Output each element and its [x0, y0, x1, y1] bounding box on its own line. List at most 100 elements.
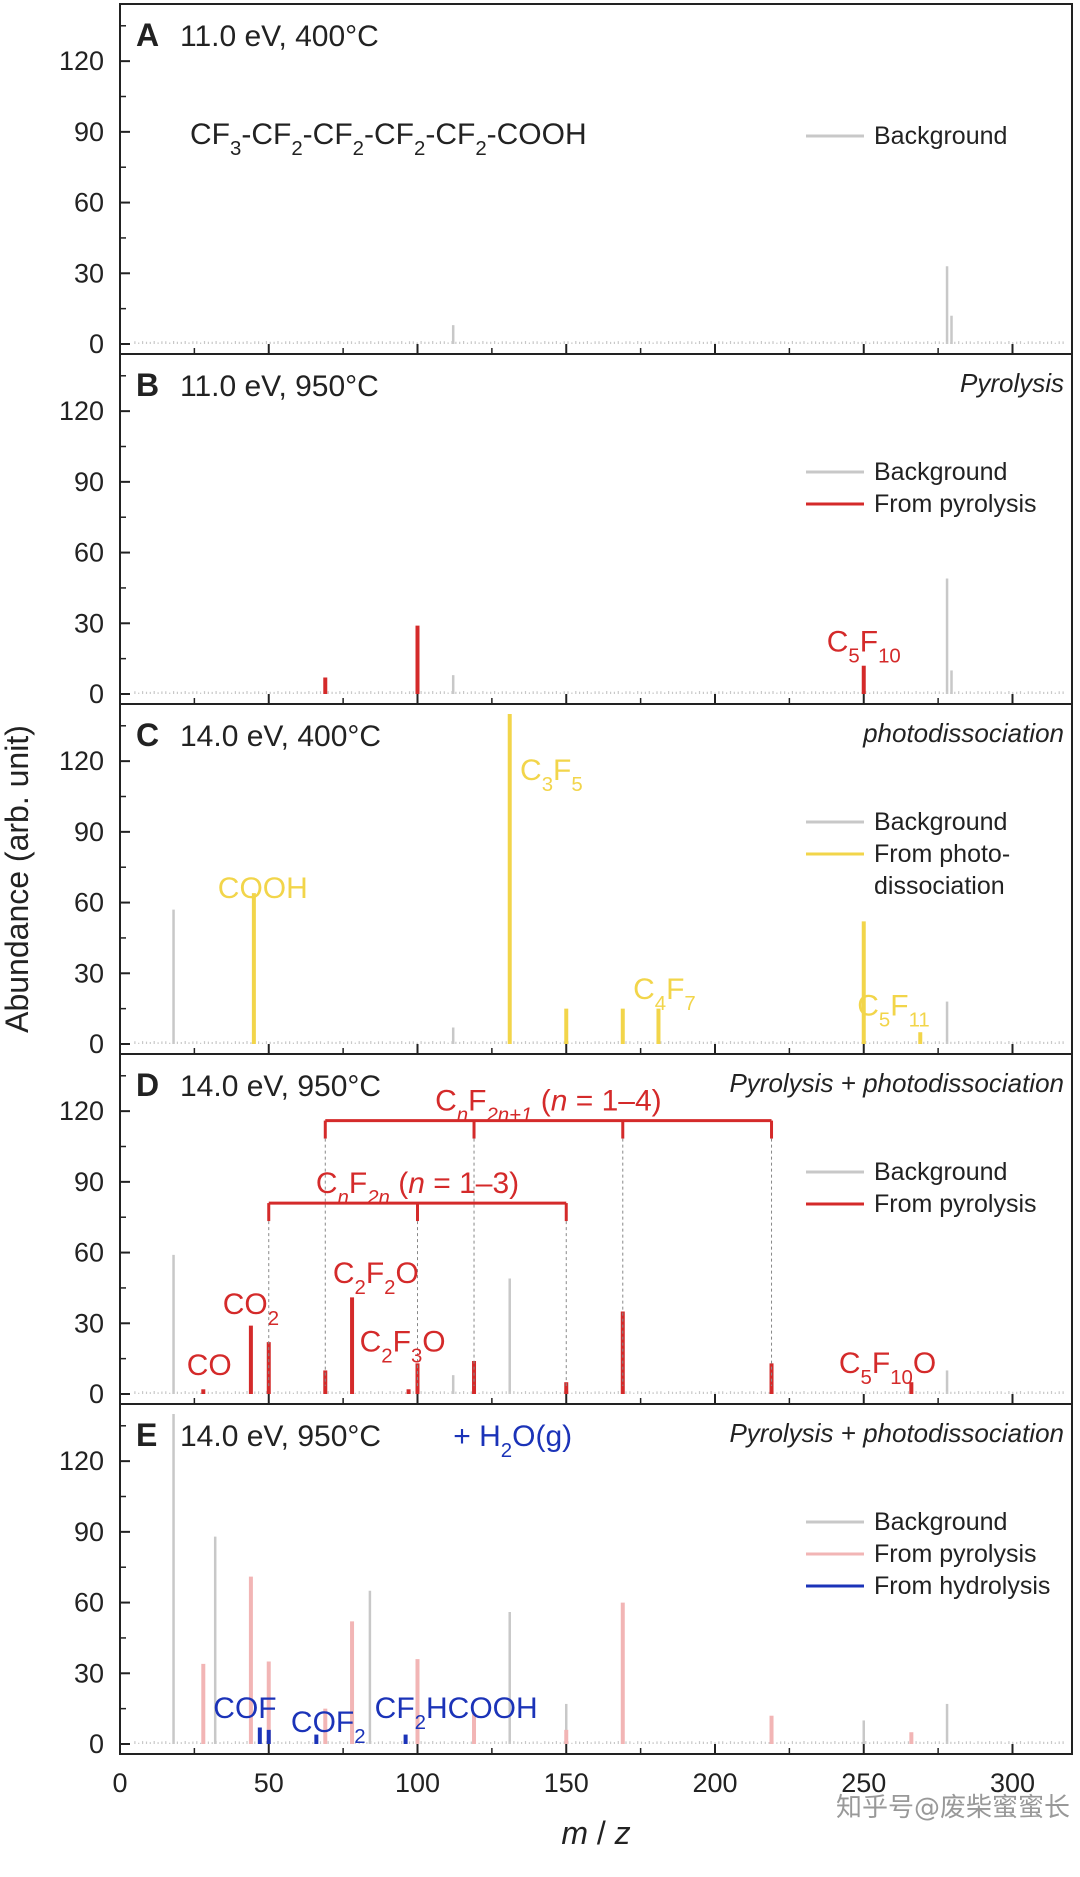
- text-part: n: [551, 1085, 568, 1118]
- y-tick-label: 60: [74, 1588, 104, 1618]
- watermark: 知乎号@废柴蜜蜜长: [836, 1793, 1070, 1823]
- text-part: 2: [384, 1277, 395, 1299]
- x-tick-label: 150: [544, 1768, 589, 1798]
- panel-C: 0 30 60 90 120 C 14.0 eV, 400°C photodissociati…: [59, 703, 1073, 1059]
- legend-label: Background: [874, 1158, 1007, 1186]
- text-part: n: [457, 1105, 468, 1127]
- text-part: CO: [223, 1288, 268, 1321]
- text-part: C: [360, 1326, 382, 1359]
- text-part: F: [468, 1085, 486, 1118]
- text-part: 2: [354, 1726, 365, 1748]
- text-part: C: [435, 1085, 457, 1118]
- process-label: Pyrolysis: [960, 368, 1064, 398]
- process-label: photodissociation: [862, 718, 1064, 748]
- text-part: COF: [213, 1692, 276, 1725]
- y-tick-label: 60: [74, 888, 104, 918]
- molecule-formula: CF3-CF2-CF2-CF2-CF2-COOH: [190, 118, 587, 160]
- text-part: n: [338, 1187, 349, 1209]
- text-part: -CF: [303, 118, 353, 151]
- peak-annotation: CO2: [223, 1288, 279, 1330]
- text-part: C: [633, 973, 655, 1006]
- y-tick-label: 30: [74, 608, 104, 638]
- panel-title: 14.0 eV, 950°C: [180, 1420, 381, 1453]
- x-axis-title-part: m: [561, 1815, 588, 1851]
- y-tick-label: 0: [89, 1379, 104, 1409]
- text-part: F: [393, 1326, 411, 1359]
- text-part: COOH: [218, 872, 308, 905]
- text-part: 5: [861, 1367, 872, 1389]
- x-tick-label: 100: [395, 1768, 440, 1798]
- text-part: -CF: [364, 118, 414, 151]
- text-part: F: [553, 754, 571, 787]
- text-part: = 1–4): [567, 1085, 661, 1118]
- text-part: = 1–3): [425, 1167, 519, 1200]
- y-tick-label: 120: [59, 1096, 104, 1126]
- y-tick-label: 120: [59, 46, 104, 76]
- panel-frame: [119, 3, 1073, 355]
- process-label: Pyrolysis + photodissociation: [729, 1418, 1064, 1448]
- x-tick-label: 0: [112, 1768, 127, 1798]
- text-part: 3: [411, 1346, 422, 1368]
- text-part: CF: [190, 118, 230, 151]
- noise-floor: [134, 341, 1064, 344]
- text-part: -COOH: [487, 118, 587, 151]
- legend-label: dissociation: [874, 872, 1005, 900]
- peak-annotation: CO: [187, 1349, 232, 1382]
- panel-frame: [119, 1403, 1073, 1755]
- panel-letter: B: [136, 367, 159, 403]
- x-axis-title-part: z: [614, 1815, 631, 1851]
- peak-annotation: C2F2O: [333, 1257, 419, 1299]
- peak-annotation: COF: [213, 1692, 276, 1725]
- process-label: Pyrolysis + photodissociation: [729, 1068, 1064, 1098]
- legend-label: From pyrolysis: [874, 1540, 1037, 1568]
- y-tick-label: 90: [74, 467, 104, 497]
- peak-annotation: COOH: [218, 872, 308, 905]
- x-axis-title: m / z: [561, 1815, 630, 1851]
- text-part: F: [349, 1167, 367, 1200]
- panel-B: 0 30 60 90 120 B 11.0 eV, 950°C Pyrolysis Backgr…: [59, 353, 1073, 709]
- legend-label: From pyrolysis: [874, 1190, 1037, 1218]
- noise-floor: [134, 1741, 1064, 1744]
- y-tick-label: 90: [74, 117, 104, 147]
- text-part: -CF: [241, 118, 291, 151]
- text-part: 2: [353, 138, 364, 160]
- text-part: 2: [355, 1277, 366, 1299]
- text-part: + H: [453, 1420, 501, 1453]
- y-tick-label: 0: [89, 1029, 104, 1059]
- text-part: F: [872, 1347, 890, 1380]
- text-part: F: [666, 973, 684, 1006]
- legend-label: Background: [874, 1508, 1007, 1536]
- y-tick-label: 0: [89, 329, 104, 359]
- x-tick-label: 200: [692, 1768, 737, 1798]
- text-part: 2: [501, 1440, 512, 1462]
- text-part: 2n+1: [485, 1105, 532, 1127]
- text-part: 5: [848, 646, 859, 668]
- y-tick-label: 30: [74, 1308, 104, 1338]
- text-part: (: [532, 1085, 550, 1118]
- legend-label: Background: [874, 808, 1007, 836]
- text-part: 4: [655, 993, 666, 1015]
- text-part: 11: [909, 1010, 930, 1032]
- y-axis-title: Abundance (arb. unit): [0, 725, 35, 1033]
- x-tick-label: 300: [990, 1768, 1035, 1798]
- panel-frame: [119, 353, 1073, 705]
- y-tick-label: 90: [74, 1167, 104, 1197]
- text-part: C: [316, 1167, 338, 1200]
- text-part: 5: [571, 774, 582, 796]
- peak-annotation: C3F5: [520, 754, 583, 796]
- text-part: CF: [375, 1692, 415, 1725]
- panel-title: 14.0 eV, 950°C: [180, 1070, 381, 1103]
- legend-label: Background: [874, 122, 1007, 150]
- x-tick-label: 250: [841, 1768, 886, 1798]
- y-tick-label: 90: [74, 817, 104, 847]
- y-tick-label: 60: [74, 1238, 104, 1268]
- y-tick-label: 0: [89, 679, 104, 709]
- text-part: C: [839, 1347, 861, 1380]
- text-part: 2: [291, 138, 302, 160]
- peak-annotation: C2F3O: [360, 1326, 446, 1368]
- text-part: 2: [381, 1346, 392, 1368]
- text-part: HCOOH: [426, 1692, 538, 1725]
- panel-title: 14.0 eV, 400°C: [180, 720, 381, 753]
- panel-title: 11.0 eV, 950°C: [180, 370, 379, 403]
